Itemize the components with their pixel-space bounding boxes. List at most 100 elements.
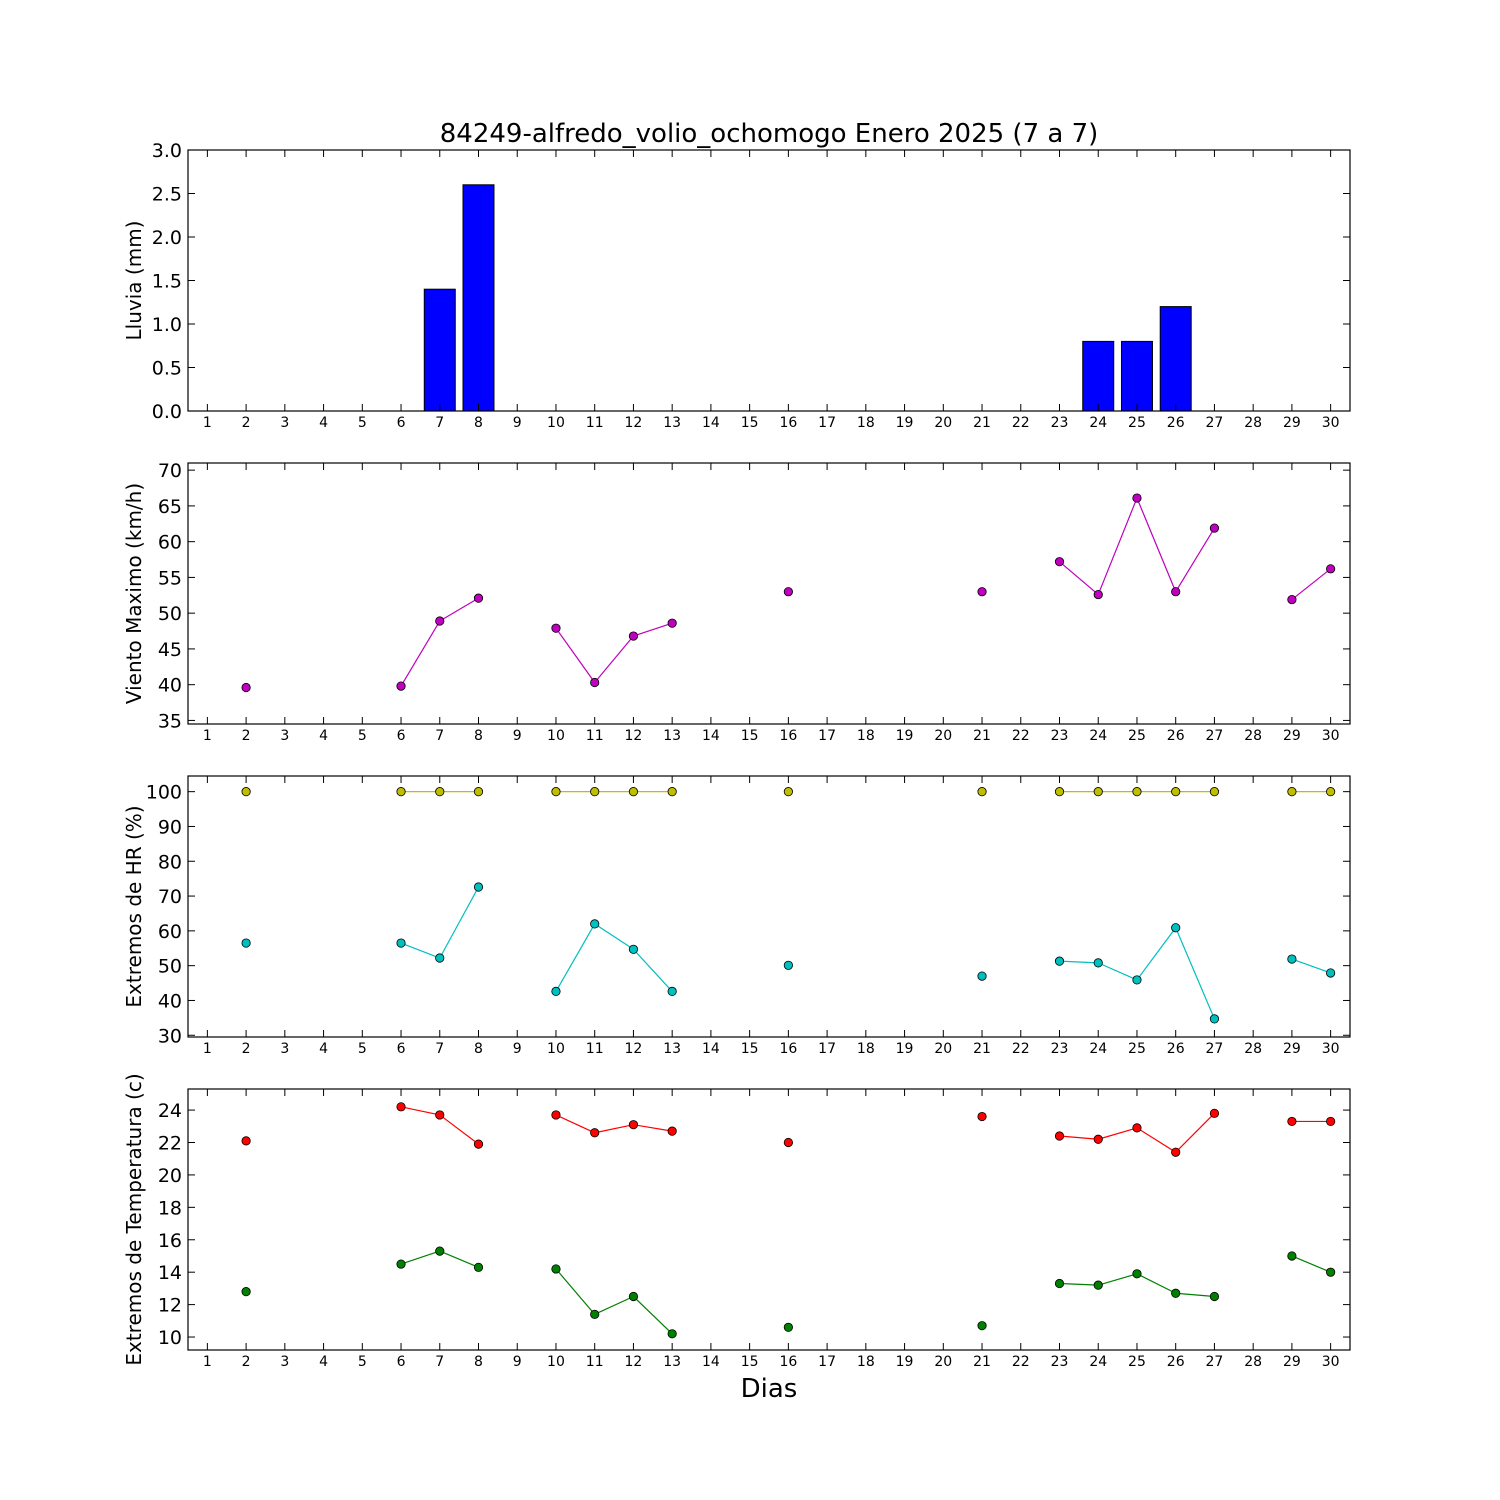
series-1-point-day-8 [473, 593, 484, 603]
series-1-segment [1175, 1112, 1215, 1153]
x-tick-label: 18 [857, 415, 875, 431]
series-2-segment [594, 1295, 634, 1315]
series-1-point-day-7 [435, 616, 445, 626]
y-tick-label: 24 [158, 1100, 182, 1122]
series-2-segment [1291, 1255, 1331, 1273]
series-1-point-day-11 [590, 1128, 600, 1138]
x-tick-label: 19 [896, 1041, 914, 1057]
x-tick-label: 11 [586, 415, 604, 431]
x-tick-label: 20 [934, 1041, 952, 1057]
series-2-point-day-23 [1054, 956, 1065, 966]
series-1-point-day-6 [396, 1102, 406, 1112]
series-2-point-day-27 [1209, 1014, 1220, 1024]
y-axis-label: Extremos de HR (%) [122, 805, 146, 1007]
series-2-point-day-6 [396, 938, 406, 948]
x-tick-label: 25 [1128, 1354, 1146, 1370]
x-tick-label: 16 [779, 415, 797, 431]
x-tick-label: 12 [625, 1354, 643, 1370]
x-tick-label: 28 [1244, 415, 1262, 431]
series-2-segment [1136, 927, 1177, 981]
series-1-segment [555, 627, 596, 683]
x-tick-label: 29 [1283, 415, 1301, 431]
series-2-point-day-24 [1093, 958, 1103, 968]
series-1-point-day-2 [241, 1136, 251, 1146]
series-1-segment [1175, 527, 1215, 593]
series-1-segment [1059, 561, 1099, 596]
series-1-segment [1098, 1127, 1138, 1140]
series-2-segment [400, 942, 440, 959]
x-tick-label: 25 [1128, 415, 1146, 431]
series-2-segment [1059, 960, 1099, 964]
x-tick-label: 13 [663, 415, 681, 431]
y-tick-label: 50 [158, 956, 182, 978]
x-tick-label: 23 [1051, 1041, 1069, 1057]
series-1-point-day-25 [1132, 787, 1142, 797]
series-1-point-day-10 [551, 623, 561, 633]
series-2-point-day-10 [551, 1264, 561, 1274]
series-2-point-day-7 [435, 953, 445, 963]
series-1-point-day-29 [1287, 594, 1297, 605]
series-1-point-day-24 [1093, 589, 1103, 600]
x-tick-label: 22 [1012, 728, 1030, 744]
bar-day-26 [1159, 306, 1192, 412]
x-tick-label: 27 [1206, 1041, 1224, 1057]
series-2-point-day-26 [1171, 1288, 1181, 1298]
y-tick-label: 22 [158, 1132, 182, 1154]
y-tick-label: 12 [158, 1295, 182, 1317]
x-tick-label: 18 [857, 1354, 875, 1370]
y-tick-label: 55 [158, 567, 182, 589]
series-1-point-day-25 [1132, 1123, 1142, 1133]
y-axis-label: Viento Maximo (km/h) [122, 483, 146, 704]
series-1-segment [1097, 497, 1138, 595]
series-2-point-day-12 [628, 944, 639, 954]
x-tick-label: 6 [397, 415, 406, 431]
series-1-point-day-29 [1287, 1116, 1297, 1127]
series-2-segment [555, 923, 596, 992]
x-tick-label: 4 [319, 1354, 328, 1370]
x-tick-label: 21 [973, 728, 991, 744]
x-tick-label: 2 [242, 415, 251, 431]
x-tick-label: 11 [586, 1041, 604, 1057]
series-1-point-day-27 [1209, 787, 1220, 797]
x-tick-label: 19 [896, 728, 914, 744]
series-1-point-day-27 [1209, 523, 1220, 533]
y-tick-label: 2.0 [152, 227, 182, 249]
series-2-point-day-16 [783, 1322, 793, 1332]
series-1-point-day-23 [1054, 787, 1065, 797]
series-2-point-day-2 [241, 1287, 251, 1297]
x-tick-label: 12 [625, 415, 643, 431]
series-2-segment [594, 923, 634, 950]
series-2-segment [1098, 1273, 1138, 1286]
bar-day-7 [423, 288, 456, 412]
x-tick-label: 11 [586, 728, 604, 744]
x-tick-label: 2 [242, 1041, 251, 1057]
series-1-point-day-30 [1326, 1116, 1336, 1127]
y-tick-label: 14 [158, 1262, 182, 1284]
x-tick-label: 30 [1322, 415, 1340, 431]
y-tick-label: 40 [158, 990, 182, 1012]
x-tick-label: 15 [741, 1354, 759, 1370]
x-tick-label: 8 [474, 728, 483, 744]
y-tick-label: 40 [158, 675, 182, 697]
x-tick-label: 5 [358, 728, 367, 744]
series-1-segment [439, 1114, 479, 1145]
series-1-point-day-16 [783, 787, 793, 797]
x-tick-label: 10 [547, 1041, 565, 1057]
y-tick-label: 70 [158, 886, 182, 908]
y-tick-label: 60 [158, 921, 182, 943]
x-tick-label: 21 [973, 415, 991, 431]
series-1-point-day-21 [977, 1111, 987, 1122]
series-2-point-day-26 [1171, 923, 1181, 933]
plot-frame [187, 775, 1351, 1038]
x-tick-label: 14 [702, 1354, 720, 1370]
y-axis-label: Lluvia (mm) [122, 221, 146, 341]
series-1-point-day-29 [1287, 787, 1297, 797]
x-tick-label: 23 [1051, 415, 1069, 431]
series-2-point-day-25 [1132, 975, 1142, 985]
x-tick-label: 30 [1322, 1354, 1340, 1370]
x-tick-label: 28 [1244, 1041, 1262, 1057]
series-1-segment [633, 622, 673, 637]
y-tick-label: 1.5 [152, 271, 182, 293]
